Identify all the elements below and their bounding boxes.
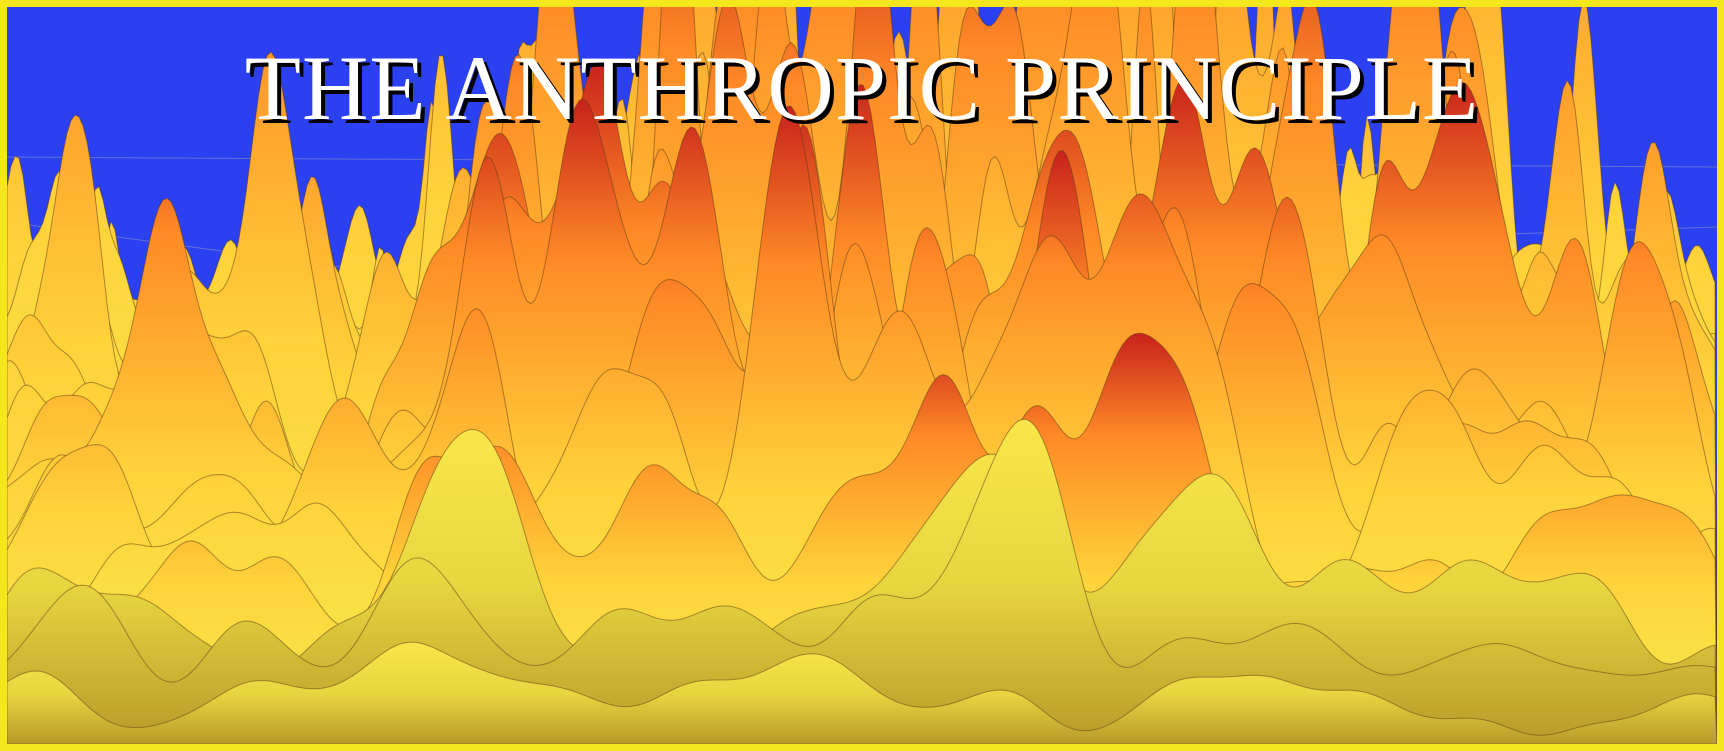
surface-ridge — [7, 641, 1717, 744]
title: THE ANTHROPIC PRINCIPLE — [244, 37, 1480, 139]
landscape — [7, 7, 1717, 744]
surface — [7, 7, 1717, 744]
surface-ridge — [7, 105, 1717, 744]
